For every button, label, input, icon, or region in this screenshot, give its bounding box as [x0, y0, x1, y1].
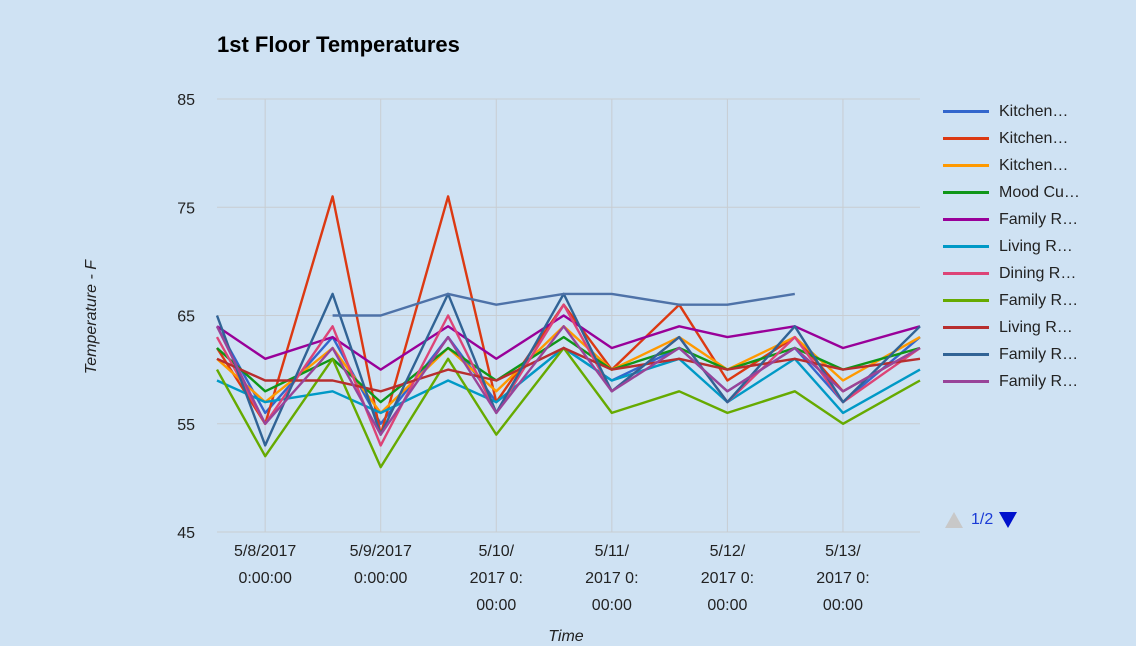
legend-item-1[interactable]: Kitchen…: [943, 125, 1133, 152]
legend-item-9[interactable]: Family R…: [943, 341, 1133, 368]
legend-label: Family R…: [999, 210, 1079, 228]
legend-swatch: [943, 353, 989, 356]
legend-item-2[interactable]: Kitchen…: [943, 152, 1133, 179]
legend-label: Living R…: [999, 237, 1073, 255]
legend-label: Dining R…: [999, 264, 1077, 282]
legend-swatch: [943, 272, 989, 275]
x-tick-label: 5/13/2017 0: 00:00: [816, 543, 869, 614]
legend-swatch: [943, 245, 989, 248]
x-tick-label: 5/12/2017 0: 00:00: [701, 543, 754, 614]
x-tick-label: 5/11/2017 0: 00:00: [585, 543, 638, 614]
series-lines: [215, 195, 921, 469]
y-tick-label: 55: [177, 417, 195, 434]
legend-item-7[interactable]: Family R…: [943, 287, 1133, 314]
y-tick-label: 85: [177, 92, 195, 109]
series-line-8[interactable]: [216, 346, 921, 393]
legend-pager: 1/2: [943, 508, 1019, 532]
legend-swatch: [943, 218, 989, 221]
legend-item-10[interactable]: Family R…: [943, 368, 1133, 395]
y-tick-labels: 45 55 65 75 85: [177, 92, 195, 542]
y-tick-label: 65: [177, 309, 195, 326]
x-tick-labels: 5/8/2017 0:00:00 5/9/2017 0:00:00 5/10/2017 …: [234, 543, 870, 614]
pager-page-text: 1/2: [971, 511, 994, 528]
legend-label: Family R…: [999, 345, 1079, 363]
legend-label: Family R…: [999, 372, 1079, 390]
legend-swatch: [943, 191, 989, 194]
legend-swatch: [943, 380, 989, 383]
series-line-6[interactable]: [215, 303, 921, 447]
x-tick-label: 5/9/2017 0:00:00: [350, 543, 412, 587]
legend-label: Kitchen…: [999, 156, 1069, 174]
series-line-10[interactable]: [215, 325, 921, 436]
legend-swatch: [943, 299, 989, 302]
legend-item-5[interactable]: Living R…: [943, 233, 1133, 260]
legend-item-8[interactable]: Living R…: [943, 314, 1133, 341]
legend-label: Mood Cu…: [999, 183, 1080, 201]
x-tick-label: 5/10/2017 0: 00:00: [470, 543, 523, 614]
legend-item-6[interactable]: Dining R…: [943, 260, 1133, 287]
x-tick-label: 5/8/2017 0:00:00: [234, 543, 296, 587]
legend-item-4[interactable]: Family R…: [943, 206, 1133, 233]
legend-label: Living R…: [999, 318, 1073, 336]
chart-title: 1st Floor Temperatures: [217, 32, 460, 57]
y-tick-label: 45: [177, 525, 195, 542]
series-line-11[interactable]: [332, 292, 795, 317]
legend-item-0[interactable]: Kitchen…: [943, 98, 1133, 125]
pager-up-icon[interactable]: [943, 510, 965, 530]
legend-swatch: [943, 137, 989, 140]
legend-label: Kitchen…: [999, 129, 1069, 147]
legend-swatch: [943, 164, 989, 167]
legend-label: Family R…: [999, 291, 1079, 309]
legend-swatch: [943, 110, 989, 113]
pager-down-icon[interactable]: [997, 510, 1019, 530]
legend-item-3[interactable]: Mood Cu…: [943, 179, 1133, 206]
legend: Kitchen… Kitchen… Kitchen… Mood Cu… Family R…: [943, 98, 1133, 395]
legend-label: Kitchen…: [999, 102, 1069, 120]
legend-swatch: [943, 326, 989, 329]
y-tick-label: 75: [177, 200, 195, 217]
